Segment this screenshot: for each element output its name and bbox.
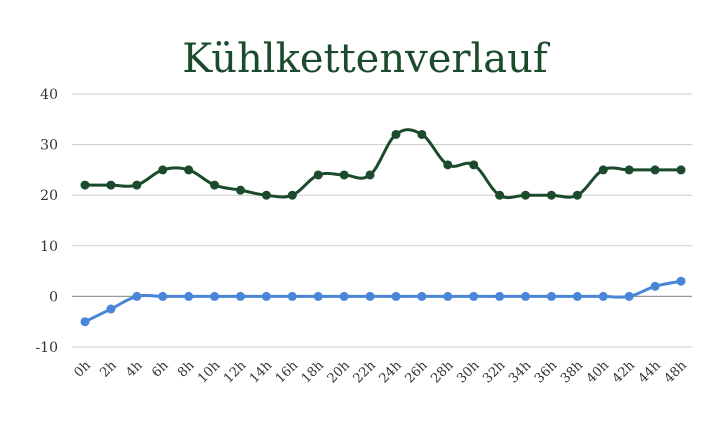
data-point [210,180,220,190]
data-point [210,291,220,301]
y-tick-label: 30 [40,138,58,154]
data-point [313,291,323,301]
data-point [572,190,582,200]
y-tick-label: 0 [49,289,58,305]
data-point [158,165,168,175]
data-point [80,317,90,327]
data-point [184,165,194,175]
data-point [391,291,401,301]
x-tick-label: 38h [558,358,587,387]
data-point [469,291,479,301]
data-point [80,180,90,190]
data-point [261,291,271,301]
gridlines [72,93,692,348]
data-point [132,291,142,301]
data-point [572,291,582,301]
data-point [624,291,634,301]
data-point [106,304,116,314]
x-axis-ticks: 0h 2h 4h 6h 8h10h12h14h16h18h20h22h24h26h28h… [71,358,690,387]
x-tick-label: 18h [299,358,328,387]
series-line [83,279,683,324]
x-tick-label: 4h [123,358,146,381]
series-2 [80,276,686,327]
data-point [443,291,453,301]
x-tick-label: 44h [636,358,665,387]
data-point [650,281,660,291]
series-line [83,128,683,200]
x-tick-label: 20h [325,358,354,387]
data-point [339,291,349,301]
data-point [521,291,531,301]
x-tick-label: 32h [480,358,509,387]
x-tick-label: 16h [273,358,302,387]
y-tick-label: 10 [40,239,58,255]
y-tick-label: 20 [40,188,58,204]
x-tick-label: 40h [584,358,613,387]
x-tick-label: 26h [402,358,431,387]
data-point [261,190,271,200]
data-point [287,291,297,301]
data-point [624,165,634,175]
data-point [546,190,556,200]
data-point [365,291,375,301]
data-point [339,170,349,180]
data-point [676,276,686,286]
data-point [676,165,686,175]
data-point [495,190,505,200]
data-point [313,170,323,180]
x-tick-label: 10h [195,358,224,387]
x-tick-label: 12h [221,358,250,387]
x-tick-label: 8h [175,358,198,381]
data-point [521,190,531,200]
series-1 [80,128,686,200]
data-point [546,291,556,301]
x-tick-label: 14h [247,358,276,387]
x-tick-label: 48h [662,358,691,387]
data-point [469,160,479,170]
x-tick-label: 30h [454,358,483,387]
y-axis-ticks: -10 0 10 20 30 40 [35,87,58,356]
data-point [132,180,142,190]
x-tick-label: 2h [97,358,120,381]
data-point [598,291,608,301]
data-point [391,129,401,139]
data-point [650,165,660,175]
data-point [495,291,505,301]
x-tick-label: 42h [610,358,639,387]
x-tick-label: 0h [71,358,94,381]
data-point [417,291,427,301]
y-tick-label: 40 [40,87,58,103]
data-point [365,170,375,180]
data-point [287,190,297,200]
data-point [443,160,453,170]
x-tick-label: 34h [506,358,535,387]
x-tick-label: 6h [149,358,172,381]
data-point [417,129,427,139]
x-tick-label: 22h [351,358,380,387]
x-tick-label: 28h [428,358,457,387]
data-point [184,291,194,301]
x-tick-label: 24h [377,358,406,387]
data-point [235,291,245,301]
x-tick-label: 36h [532,358,561,387]
chart-title: Kühlkettenverlauf [182,36,551,82]
y-tick-label: -10 [35,340,58,356]
data-point [235,185,245,195]
data-point [598,165,608,175]
data-point [158,291,168,301]
data-point [106,180,116,190]
series-lines [80,128,686,327]
